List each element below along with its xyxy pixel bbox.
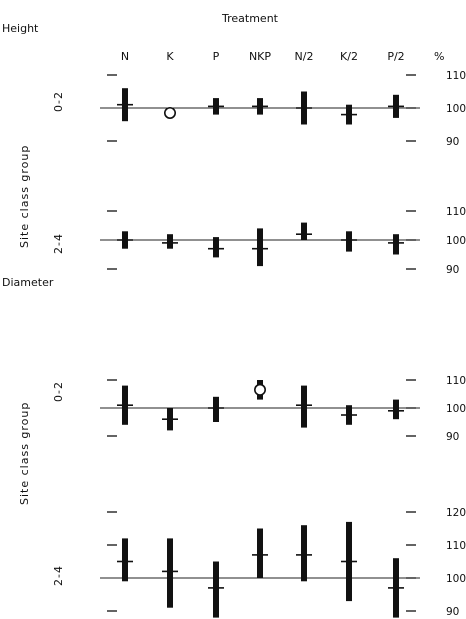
range-bar-p <box>213 561 219 618</box>
tick-label: 90 <box>446 606 459 618</box>
tick-label: 100 <box>446 403 466 415</box>
tick-label: 90 <box>446 431 459 443</box>
range-bar-p <box>213 396 219 422</box>
tick-label: 110 <box>446 375 466 387</box>
section-label-diameter: Diameter <box>2 276 54 289</box>
tick-label: 110 <box>446 206 466 218</box>
site-class-axis-label-height: Site class group <box>18 145 31 248</box>
range-bar-k <box>167 234 173 249</box>
tick-label: 90 <box>446 264 459 276</box>
range-bar-nkp <box>257 528 263 578</box>
tick-label: 100 <box>446 103 466 115</box>
panel-site-class-height-2-4: 2-4 <box>52 233 65 254</box>
panel-site-class-diameter-0-2: 0-2 <box>52 381 65 402</box>
panel-height-2-4: 110 100 90 <box>100 206 466 276</box>
mean-circle-nkp <box>254 383 267 396</box>
treatment-label-p-half: P/2 <box>387 50 404 63</box>
tick-label: 110 <box>446 70 466 82</box>
panel-diameter-2-4: 120 110 100 90 <box>100 507 466 618</box>
panel-site-class-height-0-2: 0-2 <box>52 91 65 112</box>
section-label-height: Height <box>2 22 39 35</box>
tick-label: 100 <box>446 573 466 585</box>
range-bar-n-half2 <box>301 385 307 428</box>
panel-site-class-diameter-2-4: 2-4 <box>52 565 65 586</box>
treatment-labels: N K P NKP N/2 K/2 P/2 <box>121 50 405 63</box>
tick-label: 90 <box>446 136 459 148</box>
panel-height-0-2: 110 100 90 <box>100 70 466 148</box>
range-bar-k <box>167 538 173 608</box>
range-bar-n-half2 <box>301 222 307 240</box>
treatment-label-n: N <box>121 50 129 63</box>
treatment-label-k-half: K/2 <box>340 50 358 63</box>
range-bar-nkp <box>257 228 263 267</box>
tick-label: 120 <box>446 507 466 519</box>
panels: 110 100 90 110 100 90 110 100 90 120 110 100 90 <box>100 70 466 618</box>
mean-circle-k <box>164 106 177 119</box>
range-bar-n <box>122 538 128 582</box>
panel-diameter-0-2: 110 100 90 <box>100 375 466 443</box>
range-bar-k-half2 <box>346 231 352 252</box>
treatment-label-p: P <box>213 50 220 63</box>
site-class-axis-label-diameter: Site class group <box>18 402 31 505</box>
treatment-label-nkp: NKP <box>249 50 271 63</box>
treatment-header: Treatment <box>221 12 279 25</box>
range-bar-p-half2 <box>393 399 399 420</box>
range-bar-n-half2 <box>301 525 307 582</box>
tick-label: 100 <box>446 235 466 247</box>
percent-unit-label: % <box>434 50 444 63</box>
treatment-label-n-half: N/2 <box>295 50 314 63</box>
treatment-label-k: K <box>166 50 174 63</box>
range-bar-p-half2 <box>393 234 399 255</box>
range-bar-p <box>213 237 219 258</box>
tick-label: 110 <box>446 540 466 552</box>
